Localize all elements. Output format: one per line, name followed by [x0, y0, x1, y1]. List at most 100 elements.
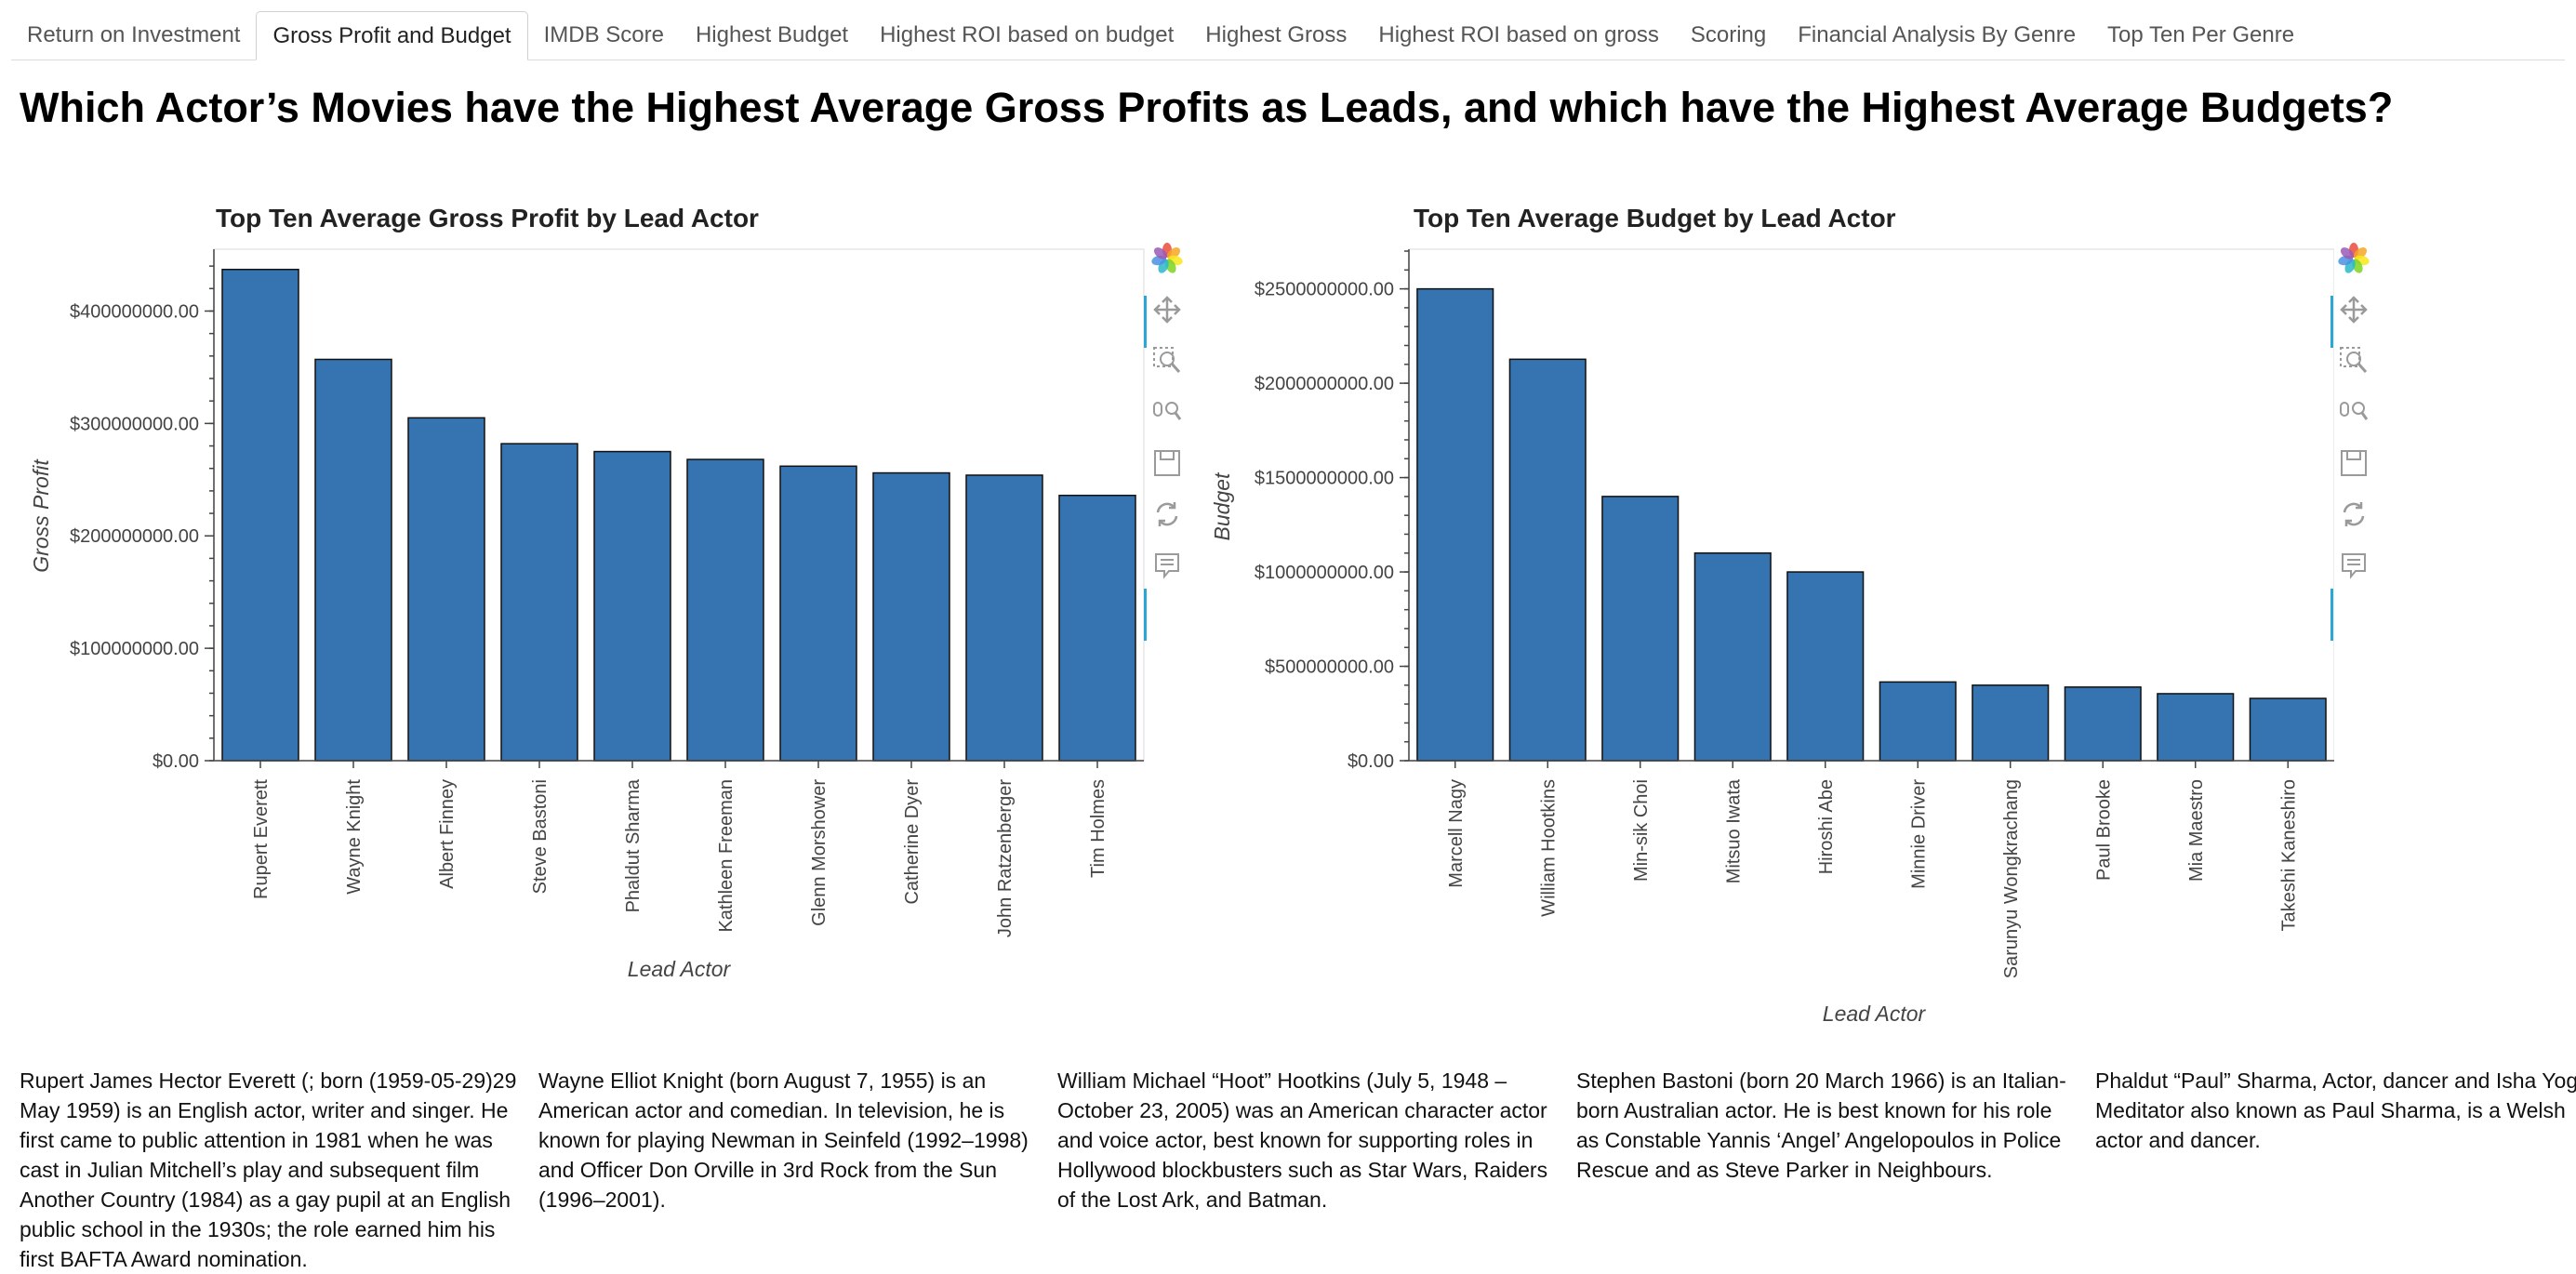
y-tick-label: $1500000000.00 [1255, 469, 1394, 489]
bar-2[interactable] [407, 417, 485, 762]
y-tick-label: $300000000.00 [70, 414, 199, 434]
bar-3[interactable] [1693, 552, 1772, 762]
x-tick-label: Paul Brooke [2093, 779, 2114, 881]
bio-wayne-knight: Wayne Elliot Knight (born August 7, 1955… [538, 1068, 1029, 1212]
bar-0[interactable] [1416, 287, 1494, 762]
x-axis-label: Lead Actor [628, 957, 732, 981]
bar-8[interactable] [2157, 693, 2235, 762]
bio-stephen-bastoni: Stephen Bastoni (born 20 March 1966) is … [1576, 1068, 2066, 1182]
save-icon[interactable] [2335, 445, 2372, 482]
chart-toolbar [2330, 240, 2375, 641]
x-tick-label: Sarunyu Wongkrachang [2001, 779, 2022, 978]
bar-0[interactable] [221, 269, 299, 762]
x-tick-label: Mia Maestro [2186, 779, 2207, 882]
page-title: Which Actor’s Movies have the Highest Av… [20, 84, 2394, 131]
wheel-zoom-icon[interactable] [1149, 393, 1186, 431]
x-tick-label: Min-sik Choi [1631, 779, 1652, 882]
tab-imdb-score[interactable]: IMDB Score [543, 22, 664, 47]
x-tick-label: Tim Holmes [1088, 779, 1109, 878]
bokeh-logo-icon [2335, 240, 2372, 277]
pan-icon[interactable] [2335, 291, 2372, 328]
chart-toolbar [1144, 240, 1188, 641]
chart-title: Top Ten Average Gross Profit by Lead Act… [216, 204, 759, 232]
x-tick-label: Albert Finney [437, 779, 458, 889]
x-axis-label: Lead Actor [1823, 1002, 1927, 1026]
gross-profit-chart-svg: Top Ten Average Gross Profit by Lead Act… [29, 204, 1145, 981]
plot-area[interactable]: Rupert Everett Wayne Knight Albert Finney S… [70, 248, 1145, 937]
x-tick-label: Glenn Morshower [809, 779, 830, 926]
y-tick-label: $0.00 [153, 751, 199, 772]
y-axis-label: Budget [1210, 471, 1234, 541]
x-tick-label: Takeshi Kaneshiro [2278, 779, 2299, 931]
tab-highest-budget[interactable]: Highest Budget [695, 22, 849, 47]
x-tick-label: Mitsuo Iwata [1723, 778, 1744, 883]
box-zoom-icon[interactable] [2335, 342, 2372, 379]
bar-6[interactable] [1972, 684, 2050, 762]
tab-top-ten-per-genre[interactable]: Top Ten Per Genre [2107, 22, 2295, 47]
tab-bar: Return on Investment Gross Profit and Bu… [11, 11, 2565, 60]
bar-2[interactable] [1601, 496, 1680, 762]
tab-highest-roi-budget[interactable]: Highest ROI based on budget [880, 22, 1175, 47]
tab-scoring[interactable]: Scoring [1690, 22, 1767, 47]
bar-7[interactable] [2064, 686, 2142, 762]
y-tick-label: $0.00 [1348, 751, 1394, 772]
budget-chart-svg: Top Ten Average Budget by Lead Actor Bud… [1210, 204, 2334, 1026]
bar-9[interactable] [2249, 697, 2327, 762]
x-tick-label: Wayne Knight [344, 779, 365, 895]
bar-9[interactable] [1058, 494, 1136, 762]
x-tick-label: Phaldut Sharma [623, 778, 644, 912]
bar-6[interactable] [779, 465, 857, 762]
bar-4[interactable] [593, 450, 671, 762]
x-tick-label: Catherine Dyer [902, 779, 923, 905]
box-zoom-icon[interactable] [1149, 342, 1186, 379]
save-icon[interactable] [1149, 445, 1186, 482]
plot-area[interactable]: Marcell Nagy William Hootkins Min-sik Choi… [1255, 248, 2334, 978]
y-tick-label: $1000000000.00 [1255, 563, 1394, 583]
bar-8[interactable] [965, 474, 1043, 762]
x-tick-label: Minnie Driver [1908, 779, 1929, 889]
bio-phaldut-sharma: Phaldut “Paul” Sharma, Actor, dancer and… [2095, 1068, 2576, 1152]
pan-icon[interactable] [1149, 291, 1186, 328]
y-tick-label: $200000000.00 [70, 526, 199, 547]
bar-3[interactable] [500, 443, 578, 762]
bio-william-hootkins: William Michael “Hoot” Hootkins (July 5,… [1057, 1068, 1548, 1212]
y-tick-label: $500000000.00 [1265, 657, 1394, 678]
x-tick-label: Marcell Nagy [1446, 779, 1467, 888]
x-tick-label: Steve Bastoni [530, 779, 551, 894]
reset-icon[interactable] [2335, 496, 2372, 533]
bokeh-logo-icon [1149, 240, 1186, 277]
x-tick-label: John Ratzenberger [995, 779, 1016, 937]
x-tick-label: Rupert Everett [251, 779, 272, 899]
active-tool-indicator [1144, 589, 1147, 641]
tab-financial-analysis-by-genre[interactable]: Financial Analysis By Genre [1798, 22, 2077, 47]
hover-icon[interactable] [2335, 547, 2372, 584]
y-tick-label: $2000000000.00 [1255, 374, 1394, 394]
chart-title: Top Ten Average Budget by Lead Actor [1414, 204, 1896, 232]
active-tool-indicator [1144, 296, 1147, 348]
wheel-zoom-icon[interactable] [2335, 393, 2372, 431]
bar-5[interactable] [686, 458, 764, 762]
active-tool-indicator [2330, 296, 2333, 348]
x-tick-label: Kathleen Freeman [716, 779, 737, 933]
reset-icon[interactable] [1149, 496, 1186, 533]
x-tick-label: William Hootkins [1538, 779, 1559, 917]
y-axis-label: Gross Profit [29, 458, 53, 573]
bar-5[interactable] [1879, 681, 1957, 762]
tab-highest-roi-gross[interactable]: Highest ROI based on gross [1378, 22, 1659, 47]
bio-rupert-everett: Rupert James Hector Everett (; born (195… [20, 1068, 517, 1271]
gross-profit-chart: Top Ten Average Gross Profit by Lead Act… [0, 195, 1200, 1032]
bar-7[interactable] [872, 471, 950, 762]
y-tick-label: $100000000.00 [70, 639, 199, 659]
bar-4[interactable] [1786, 571, 1865, 762]
active-tool-indicator [2330, 589, 2333, 641]
tab-return-on-investment[interactable]: Return on Investment [27, 22, 241, 47]
x-tick-label: Hiroshi Abe [1816, 779, 1837, 874]
bar-1[interactable] [314, 358, 392, 762]
y-tick-label: $2500000000.00 [1255, 280, 1394, 300]
y-tick-label: $400000000.00 [70, 301, 199, 322]
hover-icon[interactable] [1149, 547, 1186, 584]
budget-chart: Top Ten Average Budget by Lead Actor Bud… [1200, 195, 2399, 1032]
tab-highest-gross[interactable]: Highest Gross [1205, 22, 1348, 47]
bar-1[interactable] [1508, 358, 1587, 762]
tab-gross-profit-and-budget[interactable]: Gross Profit and Budget [256, 11, 528, 60]
